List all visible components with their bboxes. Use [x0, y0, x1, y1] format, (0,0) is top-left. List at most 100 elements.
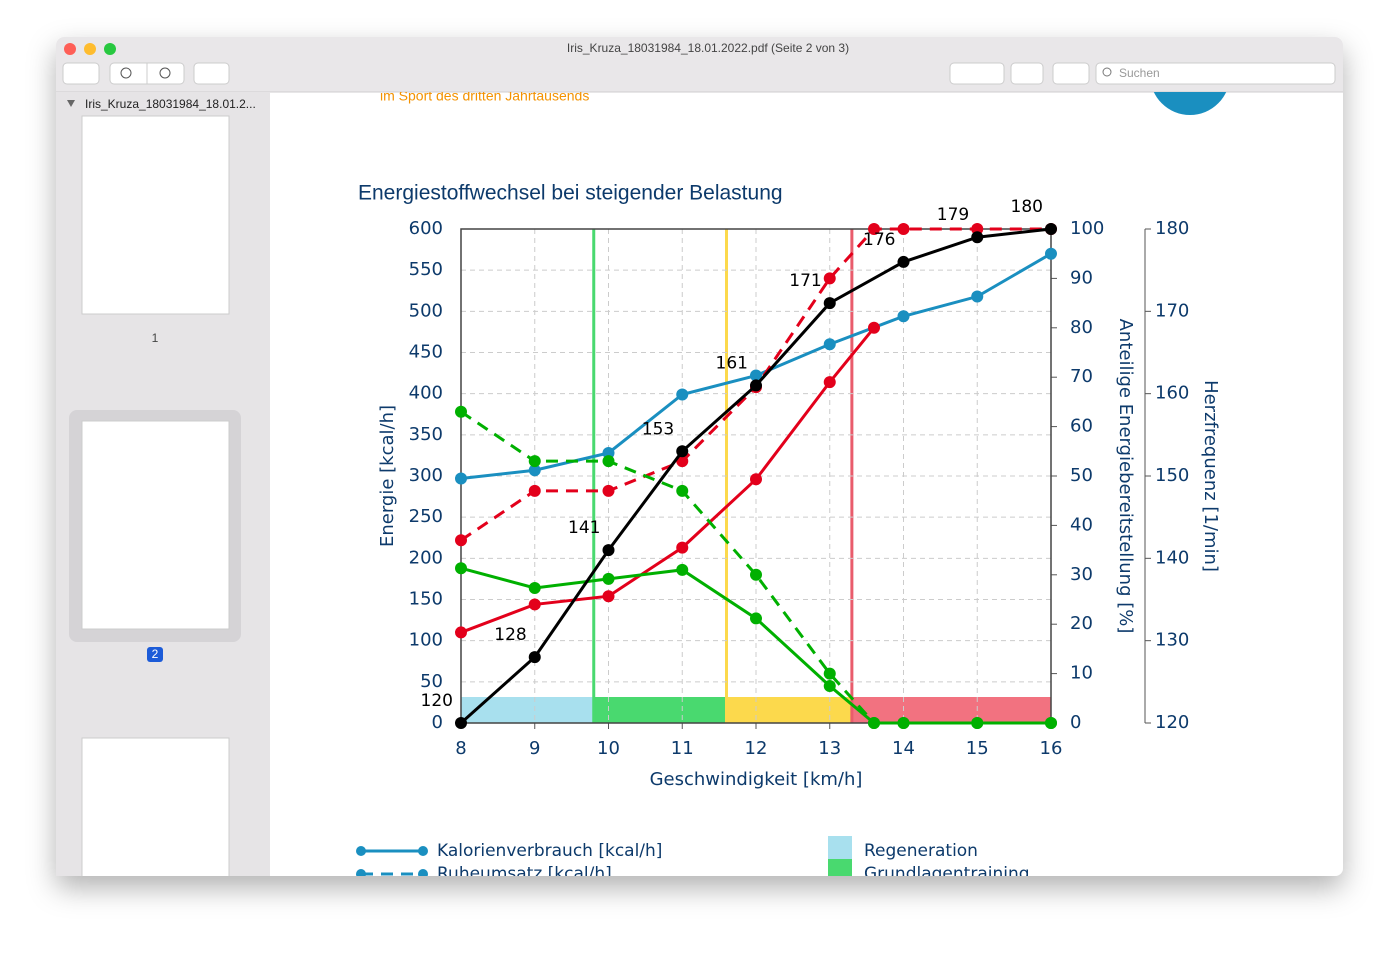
y-tick-label: 0	[432, 712, 443, 733]
data-point	[602, 572, 615, 585]
data-point	[528, 598, 541, 611]
y2-tick-label: 60	[1070, 416, 1093, 437]
zone-band	[461, 697, 594, 723]
x-tick-label: 16	[1040, 738, 1063, 759]
y2-tick-label: 40	[1070, 514, 1093, 535]
y-tick-label: 200	[409, 547, 443, 568]
markup-button[interactable]	[949, 62, 1005, 85]
data-point	[455, 562, 467, 575]
data-point	[823, 376, 836, 389]
y3-tick-label: 150	[1155, 465, 1189, 486]
y3-tick-label: 180	[1155, 218, 1189, 239]
data-point	[1045, 223, 1057, 235]
y-tick-label: 500	[409, 300, 443, 321]
legend-marker	[418, 846, 428, 856]
annotate-button[interactable]	[1052, 62, 1090, 85]
data-label: 176	[863, 230, 895, 250]
data-point	[528, 484, 541, 497]
data-point	[528, 581, 541, 594]
y-tick-label: 450	[409, 342, 443, 363]
data-point	[971, 231, 984, 244]
data-point	[528, 464, 541, 477]
minimize-button[interactable]	[84, 43, 96, 55]
page-thumbnail[interactable]	[81, 115, 230, 315]
legend-label: Kalorienverbrauch [kcal/h]	[437, 841, 662, 861]
y2-tick-label: 50	[1070, 465, 1093, 486]
x-tick-label: 8	[455, 738, 466, 759]
y2-axis-label: Anteilige Energiebereitstellung [%]	[1115, 319, 1136, 634]
y-tick-label: 350	[409, 424, 443, 445]
data-point	[823, 667, 836, 680]
sidebar-button[interactable]	[62, 62, 100, 85]
x-tick-label: 13	[818, 738, 841, 759]
y-tick-label: 300	[409, 465, 443, 486]
data-label: 180	[1011, 197, 1043, 217]
y2-tick-label: 0	[1070, 712, 1081, 733]
data-point	[897, 223, 910, 235]
data-point	[897, 717, 910, 729]
data-point	[823, 338, 836, 351]
search-placeholder: Suchen	[1119, 66, 1160, 80]
legend-swatch	[828, 836, 852, 862]
page-thumbnail[interactable]	[81, 737, 230, 888]
y-axis-label: Energie [kcal/h]	[377, 405, 398, 547]
data-point	[676, 563, 689, 576]
data-point	[676, 455, 689, 468]
legend-marker	[356, 846, 366, 856]
data-point	[868, 223, 880, 235]
series-line	[460, 410, 1051, 725]
legend-swatch	[828, 859, 852, 876]
y2-tick-label: 20	[1070, 613, 1093, 634]
data-point	[602, 590, 615, 603]
data-point	[971, 223, 984, 235]
legend-marker	[418, 869, 428, 876]
x-tick-label: 10	[597, 738, 620, 759]
x-tick-label: 15	[966, 738, 989, 759]
x-tick-label: 11	[671, 738, 694, 759]
window	[56, 37, 1343, 876]
page-thumbnail[interactable]	[81, 420, 230, 630]
data-label: 171	[789, 271, 821, 291]
y3-axis-label: Herzfrequenz [1/min]	[1200, 380, 1221, 572]
data-point	[455, 472, 467, 485]
x-axis-label: Geschwindigkeit [km/h]	[650, 769, 863, 790]
data-point	[676, 445, 689, 458]
data-point	[750, 612, 762, 625]
legend-label: Regeneration	[864, 841, 978, 861]
zone-band	[726, 697, 852, 723]
y2-tick-label: 70	[1070, 366, 1093, 387]
data-point	[897, 310, 910, 323]
zoom-button[interactable]	[104, 43, 116, 55]
share-button[interactable]	[193, 62, 230, 85]
data-label: 120	[421, 691, 453, 711]
data-point	[602, 544, 615, 557]
y3-tick-label: 170	[1155, 300, 1189, 321]
search-field[interactable]	[1095, 62, 1336, 85]
y-tick-label: 250	[409, 506, 443, 527]
y-tick-label: 100	[409, 630, 443, 651]
y3-tick-label: 160	[1155, 383, 1189, 404]
y3-tick-label: 140	[1155, 547, 1189, 568]
data-point	[1045, 247, 1057, 260]
y2-tick-label: 30	[1070, 564, 1093, 585]
data-point	[455, 405, 467, 418]
y3-tick-label: 120	[1155, 712, 1189, 733]
data-point	[455, 717, 467, 729]
data-point	[528, 455, 541, 468]
y-tick-label: 150	[409, 589, 443, 610]
zone-band	[851, 697, 1051, 723]
data-point	[971, 290, 984, 303]
data-point	[823, 679, 836, 692]
data-point	[823, 297, 836, 310]
close-button[interactable]	[64, 43, 76, 55]
data-point	[823, 272, 836, 285]
document-header: im Sport des dritten Jahrtausends	[380, 88, 589, 104]
data-point	[676, 388, 689, 401]
data-label: 179	[937, 205, 969, 225]
y-tick-label: 550	[409, 259, 443, 280]
rotate-button[interactable]	[1010, 62, 1044, 85]
x-tick-label: 12	[745, 738, 768, 759]
data-point	[676, 541, 689, 554]
data-point	[971, 717, 984, 729]
